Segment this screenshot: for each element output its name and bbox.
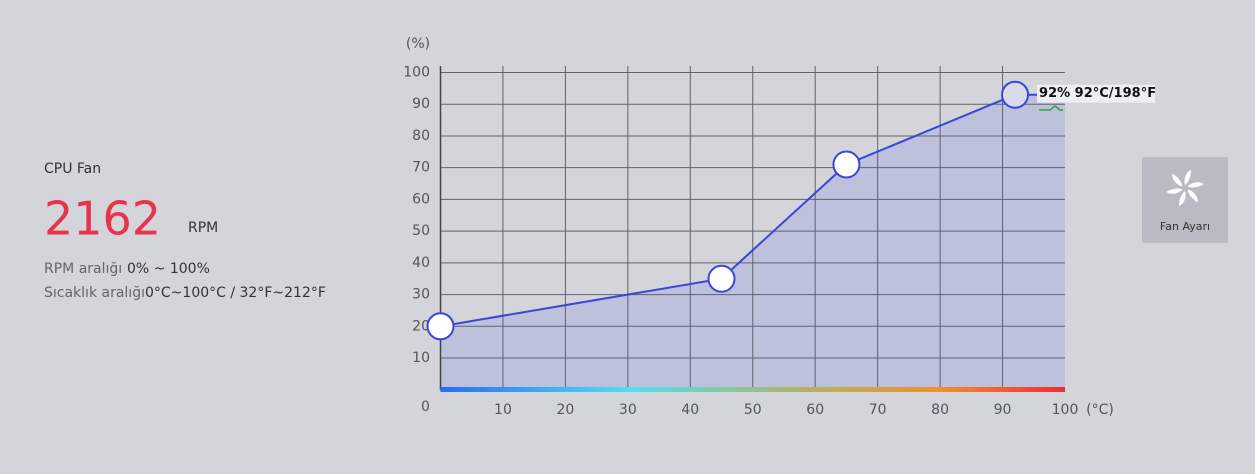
fan-info: CPU Fan 2162 RPM RPM aralığı 0% ~ 100% S…: [44, 161, 326, 301]
curve-point: [832, 150, 861, 179]
x-tick-label: 50: [744, 402, 762, 418]
x-tick-label: 30: [619, 402, 637, 418]
x-tick-label: 100: [1052, 402, 1079, 418]
x-tick-label: 40: [681, 402, 699, 418]
temp-range: 0°C~100°C / 32°F~212°F: [145, 285, 326, 301]
y-axis-label: (%): [406, 36, 430, 52]
x-tick-label: 20: [556, 402, 574, 418]
rpm-unit: RPM: [188, 220, 218, 236]
y-tick-label: 10: [412, 350, 430, 366]
curve-line: [440, 93, 1016, 328]
y-tick-label: 80: [412, 128, 430, 144]
x-axis-label: (°C): [1086, 402, 1114, 418]
point-annotation: 92% 92°C/198°F: [1039, 86, 1156, 101]
fan-curve-chart: 10 20 30 40 50 60 70 80 90 100 0 10 20 30 40 50 60 70 80 90…: [403, 36, 1156, 418]
current-indicator: [1039, 105, 1063, 111]
x-tick-label: 0: [421, 399, 430, 415]
x-tick-label: 10: [494, 402, 512, 418]
curve-point: [707, 264, 736, 293]
curve-point: [426, 312, 455, 341]
x-tick-label: 90: [994, 402, 1012, 418]
rpm-range: 0% ~ 100%: [127, 261, 210, 277]
temperature-bar: [440, 387, 1065, 392]
curve-point: [1001, 80, 1030, 109]
fan-settings-button[interactable]: Fan Ayarı: [1142, 157, 1228, 243]
y-tick-label: 40: [412, 255, 430, 271]
button-bg[interactable]: [1142, 157, 1228, 243]
button-label[interactable]: Fan Ayarı: [1160, 220, 1210, 233]
temp-range-label: Sıcaklık aralığı: [44, 285, 145, 301]
y-tick-label: 30: [412, 287, 430, 303]
fan-name: CPU Fan: [44, 161, 101, 177]
y-tick-label: 90: [412, 96, 430, 112]
y-tick-label: 100: [403, 65, 430, 81]
y-tick-label: 50: [412, 223, 430, 239]
x-tick-label: 60: [806, 402, 824, 418]
fan-icon: [1166, 170, 1204, 206]
y-tick-label: 70: [412, 160, 430, 176]
rpm-range-label: RPM aralığı: [44, 261, 122, 277]
y-tick-label: 20: [412, 318, 430, 334]
x-tick-label: 70: [869, 402, 887, 418]
curve-area: [440, 94, 1065, 390]
annotation-bg: [1037, 84, 1156, 103]
x-tick-label: 80: [931, 402, 949, 418]
y-tick-label: 60: [412, 191, 430, 207]
rpm-value: 2162: [44, 192, 161, 246]
